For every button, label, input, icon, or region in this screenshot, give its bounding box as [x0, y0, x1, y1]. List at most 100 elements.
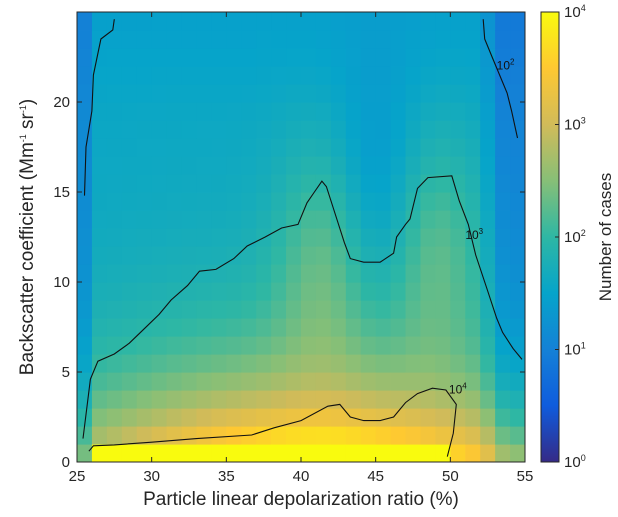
heatmap-cell: [226, 174, 242, 193]
heatmap-cell: [405, 12, 422, 31]
heatmap-cell: [480, 336, 496, 355]
heatmap-cell: [450, 390, 466, 409]
heatmap-cell: [271, 174, 287, 193]
heatmap-cell: [181, 444, 198, 462]
heatmap-cell: [166, 372, 183, 391]
heatmap-cell: [241, 120, 257, 139]
colorbar-tick-label: 100: [564, 453, 586, 471]
heatmap-cell: [121, 390, 138, 409]
heatmap-cell: [256, 336, 272, 355]
heatmap-cell: [256, 318, 272, 337]
heatmap-cell: [181, 12, 198, 31]
heatmap-cell: [375, 156, 392, 175]
heatmap-cell: [360, 282, 377, 301]
heatmap-cell: [286, 318, 302, 337]
heatmap-cell: [465, 264, 481, 283]
heatmap-cell: [495, 444, 511, 462]
heatmap-cell: [480, 426, 496, 445]
heatmap-cell: [330, 264, 347, 283]
heatmap-cell: [510, 318, 525, 337]
heatmap-cell: [166, 120, 183, 139]
heatmap-cell: [181, 228, 198, 247]
heatmap-cell: [510, 48, 525, 67]
heatmap-cell: [136, 192, 153, 211]
heatmap-cell: [510, 408, 525, 427]
heatmap-cell: [181, 102, 198, 121]
heatmap-cell: [375, 12, 392, 31]
heatmap-cell: [510, 30, 525, 49]
heatmap-cell: [510, 336, 525, 355]
heatmap-cell: [77, 246, 93, 265]
heatmap-cell: [256, 282, 272, 301]
heatmap-cell: [256, 174, 272, 193]
heatmap-cell: [211, 318, 227, 337]
heatmap-cell: [256, 426, 272, 445]
heatmap-cell: [435, 66, 451, 85]
heatmap-cell: [91, 444, 108, 462]
heatmap-cell: [480, 408, 496, 427]
x-tick-label: 50: [442, 468, 459, 485]
heatmap-cell: [151, 210, 168, 229]
heatmap-cell: [360, 102, 377, 121]
heatmap-cell: [450, 120, 466, 139]
heatmap-cell: [241, 12, 257, 31]
heatmap-cell: [91, 318, 108, 337]
heatmap-cell: [286, 354, 302, 373]
heatmap-cell: [390, 210, 407, 229]
heatmap-cell: [256, 264, 272, 283]
heatmap-cell: [271, 84, 287, 103]
heatmap-cell: [390, 426, 407, 445]
contour-line: [88, 387, 457, 457]
heatmap-cell: [241, 228, 257, 247]
heatmap-cell: [106, 354, 123, 373]
heatmap-cell: [271, 210, 287, 229]
heatmap-cell: [315, 12, 332, 31]
heatmap-cell: [77, 138, 93, 157]
heatmap-cell: [405, 174, 422, 193]
heatmap-cell: [196, 138, 212, 157]
heatmap-cell: [435, 228, 451, 247]
heatmap-cell: [211, 102, 227, 121]
contour-level-label: 102: [497, 58, 515, 73]
heatmap-cell: [405, 210, 422, 229]
heatmap-cell: [211, 120, 227, 139]
heatmap-cell: [241, 192, 257, 211]
heatmap-cell: [480, 48, 496, 67]
heatmap-cell: [151, 102, 168, 121]
heatmap-cell: [106, 246, 123, 265]
heatmap-cell: [241, 318, 257, 337]
heatmap-cell: [315, 138, 332, 157]
heatmap-cell: [106, 12, 123, 31]
heatmap-cell: [450, 30, 466, 49]
heatmap-cell: [181, 408, 198, 427]
heatmap-cell: [375, 408, 392, 427]
heatmap-cell: [465, 372, 481, 391]
heatmap-cell: [106, 102, 123, 121]
heatmap-cell: [375, 372, 392, 391]
heatmap-cell: [91, 282, 108, 301]
heatmap-cell: [77, 66, 93, 85]
heatmap-cell: [375, 282, 392, 301]
heatmap-cell: [106, 300, 123, 319]
heatmap-cell: [510, 102, 525, 121]
heatmap-cell: [510, 84, 525, 103]
heatmap-cell: [345, 264, 362, 283]
heatmap-cell: [480, 228, 496, 247]
y-tick-label: 5: [62, 364, 70, 381]
heatmap-cell: [360, 228, 377, 247]
heatmap-cell: [286, 120, 302, 139]
heatmap-cell: [226, 210, 242, 229]
heatmap-cell: [301, 156, 317, 175]
heatmap-cell: [315, 102, 332, 121]
heatmap-cell: [420, 48, 436, 67]
colorbar-tick-label: 101: [564, 341, 586, 359]
heatmap-cell: [256, 30, 272, 49]
colorbar-tick-label: 102: [564, 228, 586, 246]
heatmap-cell: [375, 84, 392, 103]
heatmap-cell: [330, 300, 347, 319]
heatmap-cell: [226, 48, 242, 67]
heatmap-cell: [435, 12, 451, 31]
heatmap-cell: [420, 354, 436, 373]
heatmap-cell: [196, 12, 212, 31]
y-tick-label: 15: [53, 184, 70, 201]
